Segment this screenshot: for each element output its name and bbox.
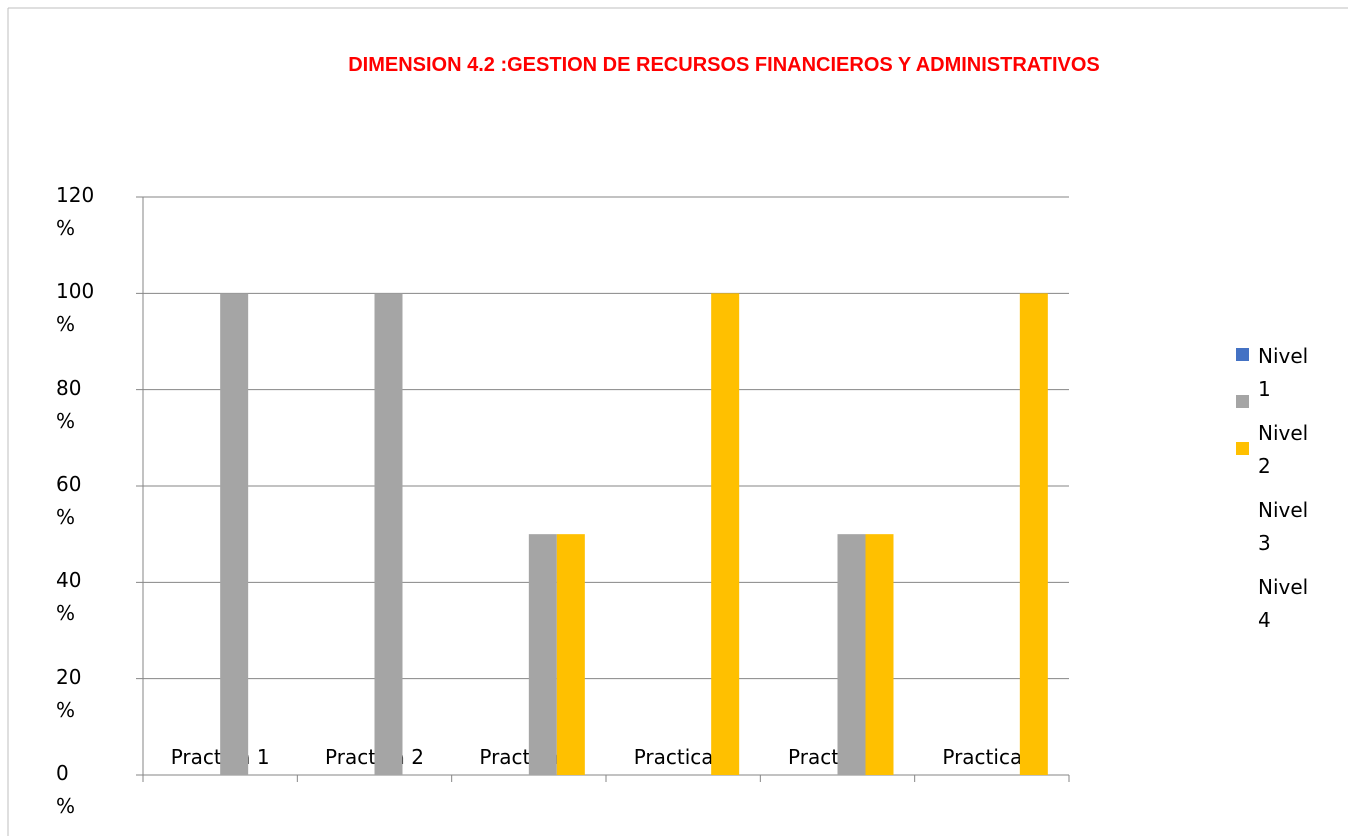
legend-swatch	[1236, 348, 1249, 361]
bar	[220, 293, 249, 775]
y-tick-label: 120 %	[56, 183, 95, 240]
legend-label: Nivel 4	[1258, 575, 1309, 632]
legend-swatch	[1236, 489, 1249, 502]
legend-label: Nivel 2	[1258, 421, 1309, 478]
bar	[711, 293, 740, 775]
bar	[556, 534, 585, 775]
y-tick-label: 60 %	[56, 472, 82, 529]
bar	[374, 293, 403, 775]
bar	[528, 534, 557, 775]
bar	[865, 534, 894, 775]
legend-swatch	[1236, 395, 1249, 408]
chart-title: DIMENSION 4.2 :GESTION DE RECURSOS FINAN…	[348, 54, 1100, 76]
legend-label: Nivel 3	[1258, 498, 1309, 555]
y-tick-label: 40 %	[56, 568, 82, 626]
legend-swatch	[1236, 442, 1249, 455]
bar	[1019, 293, 1048, 775]
y-tick-label: 0 %	[56, 761, 76, 818]
bar	[837, 534, 866, 775]
x-tick-label: Practica 1	[171, 745, 270, 769]
y-tick-label: 20 %	[56, 664, 82, 722]
y-tick-label: 100 %	[56, 279, 95, 337]
y-tick-label: 80 %	[56, 375, 82, 433]
legend-label: Nivel 1	[1258, 344, 1309, 401]
